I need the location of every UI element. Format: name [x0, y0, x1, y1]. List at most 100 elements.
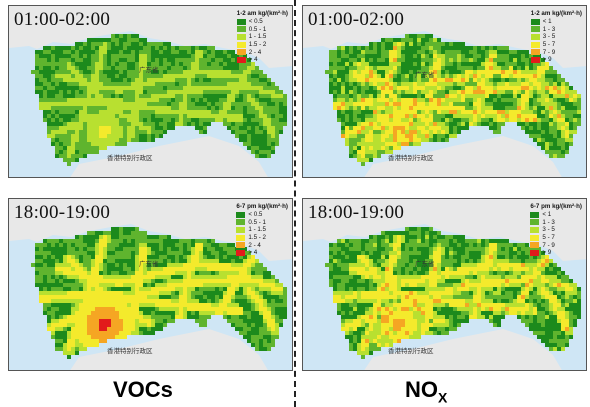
- legend-item: 5 - 7: [530, 41, 582, 49]
- neighbouring-land: [9, 6, 292, 68]
- legend-swatch: [236, 219, 246, 226]
- species-label-voc: VOCs: [113, 377, 173, 402]
- legend-swatch: [530, 211, 540, 218]
- legend-item: > 9: [530, 56, 582, 64]
- neighbouring-land: [303, 6, 586, 68]
- legend-label: > 4: [248, 249, 258, 257]
- time-label: 01:00-02:00: [308, 9, 405, 30]
- legend-label: < 1: [542, 211, 552, 219]
- region-label: 香港特别行政区: [388, 347, 434, 355]
- legend-item: 2 - 4: [236, 241, 288, 249]
- legend-item: 1.5 - 2: [236, 41, 288, 49]
- emission-map: [303, 199, 586, 370]
- legend-swatch: [236, 26, 246, 33]
- region-label: 香港特别行政区: [107, 347, 153, 355]
- legend-swatch: [530, 242, 540, 249]
- legend-item: 1 - 1.5: [236, 226, 288, 234]
- legend-swatch: [236, 18, 246, 25]
- neighbouring-land: [9, 199, 292, 261]
- legend-swatch: [236, 41, 246, 48]
- emission-grid: [325, 227, 581, 359]
- legend-swatch: [530, 49, 540, 56]
- legend-item: 3 - 5: [530, 33, 582, 41]
- region-label: 香港特别行政区: [388, 154, 434, 162]
- legend-swatch: [530, 234, 540, 241]
- column-divider: [294, 0, 296, 407]
- legend-swatch: [236, 234, 246, 241]
- legend-label: < 1: [542, 18, 552, 26]
- legend-item: 1.5 - 2: [236, 234, 288, 242]
- legend-swatch: [530, 41, 540, 48]
- province-label: 广东省: [415, 71, 435, 79]
- legend-item: > 4: [236, 56, 288, 64]
- legend-label: 2 - 4: [248, 241, 261, 249]
- hong-kong-land: [70, 329, 268, 370]
- legend-label: 7 - 9: [542, 48, 556, 56]
- legend-label: < 0.5: [248, 211, 263, 219]
- species-label-nox-main: NO: [405, 377, 438, 402]
- legend-label: 1 - 3: [542, 25, 556, 33]
- legend-swatch: [236, 242, 246, 249]
- legend-swatch: [530, 33, 540, 40]
- legend-item: 2 - 4: [236, 48, 288, 56]
- legend-item: > 9: [530, 249, 582, 257]
- species-label-nox: NOX: [405, 377, 447, 405]
- legend-swatch: [530, 219, 540, 226]
- legend-label: 0.5 - 1: [248, 25, 267, 33]
- province-label: 广东省: [415, 260, 435, 268]
- legend-label: 1 - 1.5: [248, 33, 267, 41]
- legend-label: 1.5 - 2: [248, 41, 267, 49]
- legend-item: 3 - 5: [530, 226, 582, 234]
- time-label: 18:00-19:00: [14, 202, 111, 223]
- region-label: 香港特别行政区: [107, 154, 153, 162]
- legend-swatch: [530, 249, 540, 256]
- legend-item: < 0.5: [236, 211, 288, 219]
- legend-item: 1 - 3: [530, 25, 582, 34]
- legend-label: 7 - 9: [542, 241, 555, 249]
- legend-swatch: [236, 49, 246, 56]
- legend-title: 1-2 am kg/(km²·h): [236, 10, 288, 17]
- legend-label: 5 - 7: [542, 234, 555, 242]
- map-panel-voc-evening: 18:00-19:00 6-7 pm kg/(km²·h) < 0.5 0.5 -…: [8, 198, 293, 371]
- legend-item: < 1: [530, 211, 582, 219]
- emission-grid: [31, 227, 287, 359]
- legend-label: 2 - 4: [248, 48, 262, 56]
- hong-kong-land: [364, 329, 562, 370]
- legend-title: 1-2 am kg/(km²·h): [530, 10, 582, 17]
- time-label: 18:00-19:00: [308, 202, 405, 223]
- legend-label: 1.5 - 2: [248, 234, 266, 242]
- legend-label: 3 - 5: [542, 33, 556, 41]
- hong-kong-land: [364, 136, 562, 177]
- legend-label: > 9: [542, 249, 552, 257]
- legend-label: > 4: [248, 56, 258, 64]
- legend-item: 7 - 9: [530, 48, 582, 56]
- legend-swatch: [530, 18, 540, 25]
- province-label: 广东省: [139, 260, 159, 268]
- legend-label: 5 - 7: [542, 41, 556, 49]
- legend-label: 0.5 - 1: [248, 218, 266, 226]
- map-panel-voc-night: 01:00-02:00 1-2 am kg/(km²·h) < 0.5 0.5 -…: [8, 5, 293, 178]
- legend-item: 1 - 3: [530, 219, 582, 227]
- legend-title: 6-7 pm kg/(km²·h): [530, 203, 582, 210]
- legend-label: 1 - 3: [542, 218, 555, 226]
- legend-item: 1 - 1.5: [236, 33, 288, 41]
- legend-title: 6-7 pm kg/(km²·h): [236, 203, 288, 210]
- province-label: 广东省: [139, 66, 159, 74]
- legend-item: 7 - 9: [530, 241, 582, 249]
- legend-item: 5 - 7: [530, 234, 582, 242]
- time-label: 01:00-02:00: [14, 9, 111, 30]
- emission-grid: [325, 34, 581, 166]
- legend-label: > 9: [542, 56, 552, 64]
- species-label-nox-sub: X: [438, 389, 448, 406]
- legend-swatch: [236, 249, 246, 256]
- legend-item: > 4: [236, 249, 288, 257]
- legend-item: 0.5 - 1: [236, 25, 288, 34]
